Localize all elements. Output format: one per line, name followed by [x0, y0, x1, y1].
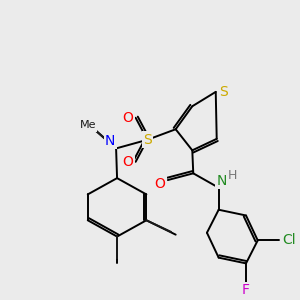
Text: N: N [216, 174, 227, 188]
Text: Me: Me [80, 120, 96, 130]
Text: N: N [105, 134, 116, 148]
Text: O: O [154, 177, 166, 191]
Text: H: H [228, 169, 237, 182]
Text: S: S [219, 85, 228, 99]
Text: O: O [122, 155, 133, 169]
Text: Cl: Cl [282, 233, 296, 248]
Text: O: O [122, 111, 133, 125]
Text: S: S [143, 133, 152, 147]
Text: F: F [242, 283, 250, 297]
